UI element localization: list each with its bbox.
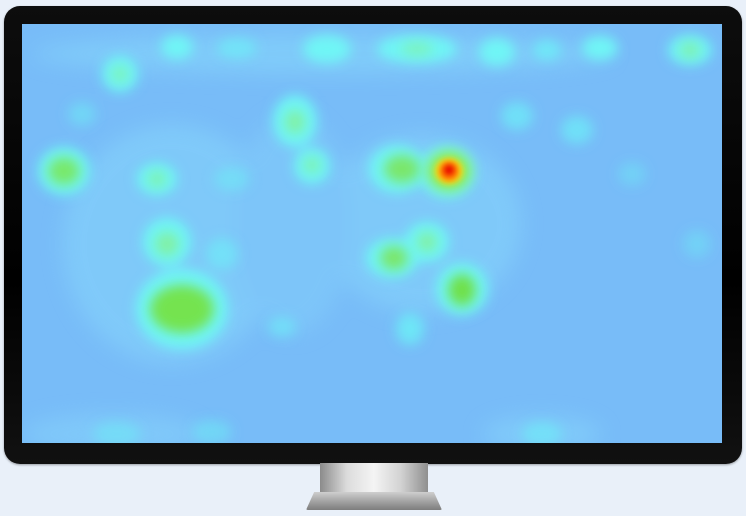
monitor-screen	[22, 24, 722, 443]
heatmap-overlay	[22, 24, 722, 443]
heatmap-hotspot	[427, 151, 471, 191]
heatmap-green-layer	[48, 42, 700, 333]
monitor-stand-neck	[320, 463, 428, 493]
monitor-stand-base	[306, 492, 442, 510]
